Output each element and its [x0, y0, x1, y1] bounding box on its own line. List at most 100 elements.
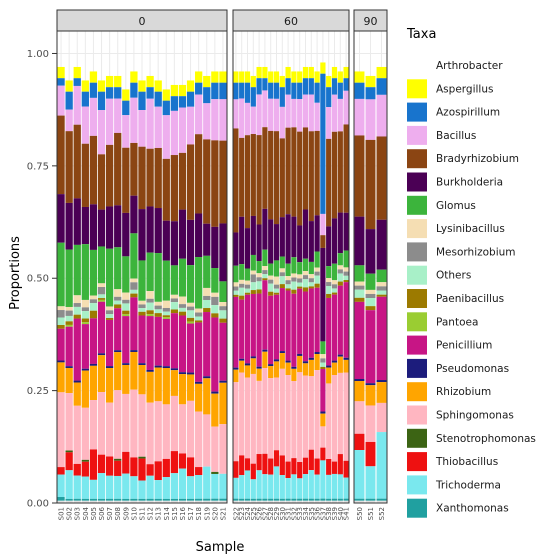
bar-segment-paenibacillus: [73, 314, 81, 319]
bar-segment-glomus: [250, 254, 256, 271]
x-tick-label: S37: [319, 507, 327, 520]
x-tick-label: S41: [343, 507, 351, 520]
legend-key-paenibacillus: [407, 289, 427, 308]
bar-segment-arthrobacter: [262, 500, 268, 503]
bar-segment-others: [302, 279, 309, 288]
bar-segment-thiobacillus: [285, 461, 291, 479]
bar-segment-burkholderia: [130, 195, 138, 234]
bar-segment-pseudomonas: [219, 380, 227, 383]
bar-segment-rhizobium: [331, 362, 338, 376]
bar-segment-aspergillus: [337, 71, 343, 83]
bar-segment-bradyrhizobium: [105, 144, 114, 207]
bar-segment-azospirillum: [343, 78, 349, 91]
bar-segment-lysinibacillus: [122, 292, 130, 300]
bar-segment-arthrobacter: [250, 500, 256, 503]
bar-segment-azospirillum: [302, 78, 309, 95]
bar-segment-others: [211, 305, 219, 314]
bar-segment-arthrobacter: [130, 500, 138, 503]
bar-segment-bacillus: [331, 94, 338, 132]
bar-segment-bacillus: [268, 98, 274, 131]
bar-segment-burkholderia: [354, 216, 365, 266]
bar-segment-aspergillus: [262, 66, 268, 79]
bar-segment-bacillus: [178, 107, 187, 153]
bar-segment-paenibacillus: [154, 313, 162, 317]
bar-segment-thiobacillus: [89, 449, 98, 480]
bar-segment-trichoderma: [97, 473, 106, 499]
bar-segment-others: [354, 289, 365, 298]
bar-segment-penicillium: [73, 318, 81, 381]
bar-segment-glomus: [162, 260, 170, 301]
bar-segment-others: [114, 300, 122, 305]
bar-segment-bacillus: [320, 213, 326, 236]
bar-segment-others: [256, 281, 262, 290]
bar-segment-mesorhizobium: [203, 295, 211, 300]
legend-label: Stenotrophomonas: [436, 433, 536, 445]
bar-segment-azospirillum: [81, 91, 89, 107]
bar-segment-penicillium: [178, 315, 187, 373]
bar-segment-penicillium: [233, 296, 239, 368]
bar-segment-burkholderia: [273, 224, 280, 261]
bar-segment-thiobacillus: [239, 455, 245, 476]
bar-segment-lysinibacillus: [285, 276, 291, 281]
bar-segment-penicillium: [376, 296, 387, 381]
bar-segment-arthrobacter: [326, 500, 332, 503]
bar-segment-arthrobacter: [203, 500, 211, 503]
bar-segment-paenibacillus: [354, 297, 365, 302]
bar-segment-paenibacillus: [89, 310, 98, 319]
bar-segment-arthrobacter: [297, 500, 303, 503]
bar-segment-thiobacillus: [302, 457, 309, 475]
bar-segment-stenotrophomonas: [81, 459, 89, 462]
bar-segment-penicillium: [170, 313, 179, 369]
legend-key-glomus: [407, 195, 427, 215]
legend-label: Penicillium: [436, 340, 492, 352]
bar-segment-arthrobacter: [256, 500, 262, 503]
bar-segment-others: [250, 282, 256, 291]
bar-segment-burkholderia: [244, 228, 251, 269]
bar-segment-burkholderia: [376, 219, 387, 270]
bar-segment-glomus: [211, 268, 219, 293]
bar-segment-thiobacillus: [291, 458, 297, 475]
bar-segment-lysinibacillus: [138, 300, 146, 305]
bar-segment-paenibacillus: [291, 289, 297, 294]
bar-segment-sphingomonas: [130, 389, 138, 458]
bar-segment-burkholderia: [233, 232, 239, 266]
bar-segment-pseudomonas: [122, 363, 130, 365]
bar-segment-azospirillum: [308, 78, 314, 95]
bar-segment-paenibacillus: [365, 306, 376, 311]
bar-segment-azospirillum: [331, 78, 338, 95]
bar-segment-mesorhizobium: [89, 299, 98, 304]
bar-segment-bacillus: [73, 85, 81, 125]
bar-segment-thiobacillus: [154, 461, 162, 481]
bar-segment-thiobacillus: [250, 463, 256, 480]
bar-segment-paenibacillus: [170, 309, 179, 314]
x-tick-label: S18: [195, 507, 203, 520]
bar-segment-sphingomonas: [256, 380, 262, 455]
y-tick-label: 0.50: [27, 274, 49, 285]
x-tick-label: S33: [296, 507, 304, 520]
bar-segment-thiobacillus: [262, 453, 268, 475]
bar-segment-bacillus: [122, 115, 130, 148]
bar-segment-mesorhizobium: [365, 293, 376, 299]
legend-label: Trichoderma: [435, 479, 501, 491]
bar-segment-trichoderma: [162, 477, 170, 499]
bar-segment-aspergillus: [365, 75, 376, 88]
bar-segment-arthrobacter: [291, 500, 297, 503]
bar-segment-mesorhizobium: [314, 271, 320, 276]
bar-segment-burkholderia: [250, 215, 256, 255]
bar-segment-mesorhizobium: [250, 274, 256, 283]
bar-segment-arthrobacter: [239, 500, 245, 503]
bar-segment-rhizobium: [81, 370, 89, 408]
panel-background: [233, 31, 349, 503]
bar-segment-paenibacillus: [239, 295, 245, 300]
bar-segment-pseudomonas: [138, 363, 146, 366]
bar-segment-pseudomonas: [268, 364, 274, 367]
bar-segment-thiobacillus: [343, 460, 349, 478]
bar-segment-aspergillus: [320, 62, 326, 74]
bar-segment-bradyrhizobium: [203, 139, 211, 224]
bar-segment-pseudomonas: [244, 363, 251, 366]
bar-segment-paenibacillus: [219, 318, 227, 323]
bar-segment-rhizobium: [162, 367, 170, 405]
bar-segment-bacillus: [219, 99, 227, 141]
bar-segment-penicillium: [195, 322, 203, 382]
bar-segment-bacillus: [81, 106, 89, 144]
